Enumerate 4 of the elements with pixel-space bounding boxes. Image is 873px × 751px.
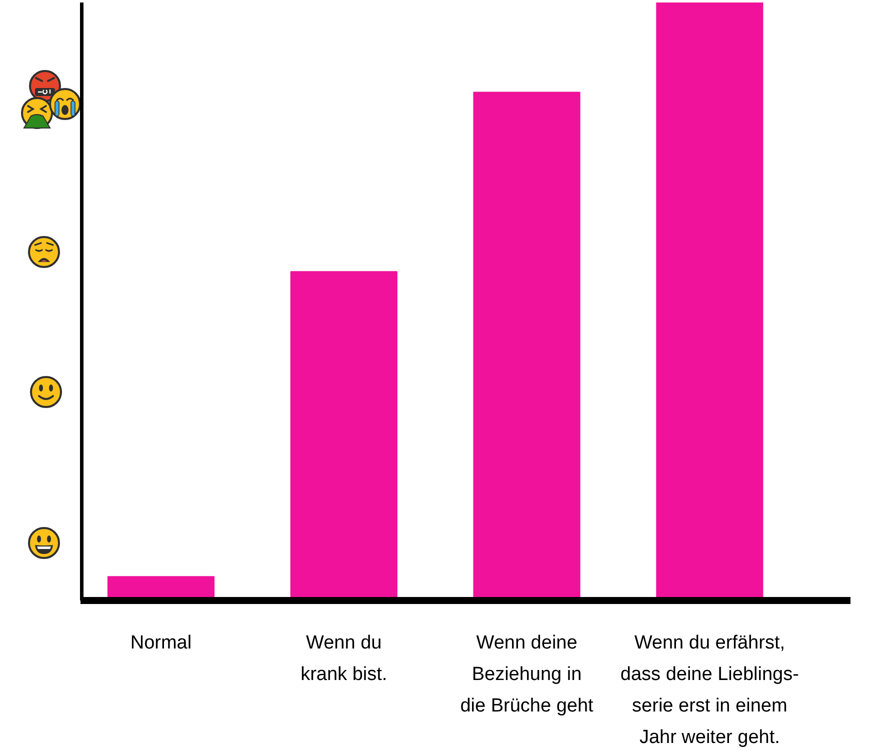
x-tick-label: Wenn du krank bist.	[300, 632, 388, 685]
x-tick-label: Normal	[130, 632, 192, 654]
x-tick-label: Wenn deine Beziehung in die Brüche geht	[460, 632, 594, 716]
x-tick-label: Wenn du erfährst, dass deine Lieblings- serie erst in einem Jahr weiter geht.	[620, 632, 799, 748]
